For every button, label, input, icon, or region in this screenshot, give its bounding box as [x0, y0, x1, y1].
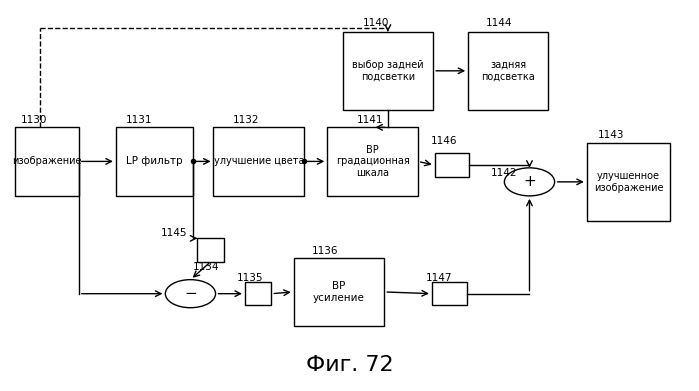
Bar	[343, 32, 433, 110]
Text: 1141: 1141	[357, 115, 384, 125]
Text: 1145: 1145	[161, 228, 187, 237]
Bar	[468, 32, 548, 110]
Text: 1142: 1142	[491, 168, 518, 178]
Text: 1132: 1132	[233, 115, 259, 125]
Text: задняя
подсветка: задняя подсветка	[482, 60, 535, 82]
Text: улучшение цвета: улучшение цвета	[214, 156, 304, 167]
Text: 1143: 1143	[598, 130, 624, 140]
Text: изображение: изображение	[12, 156, 82, 167]
Text: 1131: 1131	[126, 115, 152, 125]
Text: 1136: 1136	[312, 246, 338, 256]
Text: +: +	[523, 174, 536, 189]
Bar	[116, 127, 192, 196]
Text: ВР
усиление: ВР усиление	[313, 281, 365, 303]
Bar	[586, 143, 670, 221]
Bar	[327, 127, 418, 196]
Text: 1146: 1146	[431, 136, 457, 146]
Text: −: −	[184, 286, 197, 301]
Text: LP фильтр: LP фильтр	[126, 156, 182, 167]
Bar	[294, 258, 384, 326]
Text: 1134: 1134	[193, 262, 219, 272]
Bar	[213, 127, 304, 196]
Bar	[197, 239, 224, 262]
Circle shape	[166, 280, 215, 308]
Text: 1130: 1130	[21, 115, 48, 125]
Text: выбор задней
подсветки: выбор задней подсветки	[352, 60, 424, 82]
Text: Фиг. 72: Фиг. 72	[305, 355, 394, 375]
Bar	[432, 282, 467, 305]
Text: 1144: 1144	[486, 18, 512, 28]
Text: улучшенное
изображение: улучшенное изображение	[593, 171, 663, 193]
Text: 1147: 1147	[426, 273, 452, 283]
Text: 1135: 1135	[237, 273, 264, 283]
Bar	[245, 282, 271, 305]
Circle shape	[505, 168, 554, 196]
Bar	[15, 127, 79, 196]
Bar	[435, 153, 470, 177]
Text: ВР
градационная
шкала: ВР градационная шкала	[336, 145, 410, 178]
Text: 1140: 1140	[363, 18, 389, 28]
